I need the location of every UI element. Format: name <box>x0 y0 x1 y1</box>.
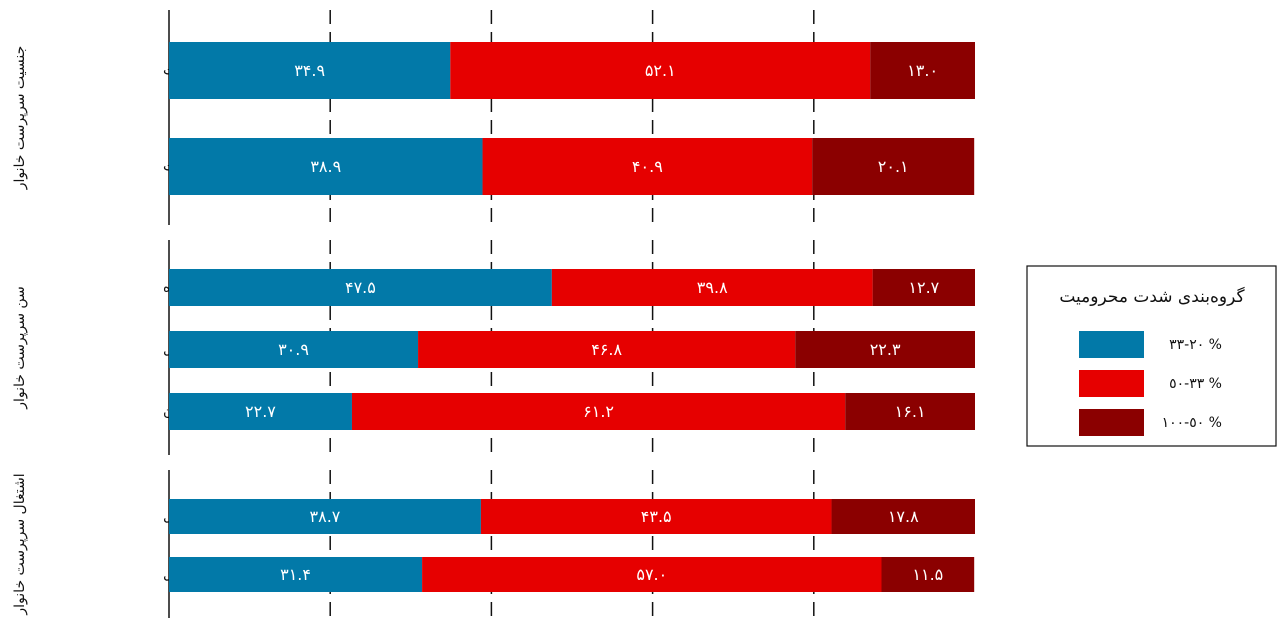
legend-frame <box>1026 265 1277 447</box>
group-label: جنسیت سرپرست خانوار <box>12 46 28 191</box>
legend-item: ٢٠-٣٣ % <box>1079 331 1222 358</box>
data-label: ۵٢.١ <box>645 61 676 80</box>
bar-row: شاغل٣١.۴۵٧.٠١١.۵ <box>163 557 975 592</box>
bar-segment <box>845 393 975 430</box>
data-label: ۶١.٢ <box>583 402 614 421</box>
data-label: ۵٧.٠ <box>636 565 667 584</box>
data-label: ٣١.۴ <box>280 565 311 584</box>
data-label: ١٣.٠ <box>907 61 938 80</box>
data-label: ٣٠.٩ <box>278 340 309 359</box>
bar-segment <box>870 42 975 99</box>
bar-row: سالخورده۴٧.۵٣٩.٨١٢.٧ <box>163 269 975 306</box>
legend-swatch <box>1079 331 1144 358</box>
bar-segment <box>169 138 483 195</box>
bar-segment <box>169 42 451 99</box>
data-label: ۴٧.۵ <box>345 278 376 297</box>
data-label: ١١.۵ <box>912 565 943 584</box>
legend-swatch <box>1079 409 1144 436</box>
data-label: ٢٢.٧ <box>245 402 276 421</box>
bar-row: زن‌سرپرست٣٨.٩۴٠.٩٢٠.١ <box>163 138 975 195</box>
bar-segment <box>169 331 419 368</box>
bar-segment <box>795 331 975 368</box>
legend-swatch <box>1079 370 1144 397</box>
legend-label: ٢٠-٣٣ % <box>1169 337 1222 353</box>
bar-segment <box>422 557 882 592</box>
legend-label: ٥٠-١٠٠ % <box>1162 415 1222 431</box>
data-label: ١۶.١ <box>895 402 926 421</box>
data-label: ۴۶.٨ <box>591 340 622 359</box>
legend-item: ٣٣-٥٠ % <box>1079 370 1222 397</box>
data-label: ١٢.٧ <box>908 278 939 297</box>
bar-segment <box>812 138 975 195</box>
data-label: ٣۴.٩ <box>294 61 325 80</box>
bar-segment <box>831 499 975 534</box>
bar-row: جوان٢٢.٧۶١.٢١۶.١ <box>163 393 975 430</box>
bar-segment <box>169 499 481 534</box>
bar-row: میانسال٣٠.٩۴۶.٨٢٢.٣ <box>163 331 975 368</box>
data-label: ۴٠.٩ <box>632 157 663 176</box>
data-label: ٣٨.٧ <box>310 507 341 526</box>
bar-segment <box>881 557 975 592</box>
bar-segment <box>169 393 352 430</box>
bar-segment <box>169 557 423 592</box>
legend-item: ٥٠-١٠٠ % <box>1079 409 1222 436</box>
bar-row: مردسرپرست٣۴.٩۵٢.١١٣.٠ <box>163 42 975 99</box>
legend: گروه‌بندی شدت محرومیت ٢٠-٣٣ % ٣٣-٥٠ % ٥٠-١٠… <box>1026 265 1277 447</box>
data-label: ٢٢.٣ <box>870 340 901 359</box>
legend-title: گروه‌بندی شدت محرومیت <box>1059 286 1245 307</box>
panel-3: اشتغال سرپرست خانوارفاقد شغل٣٨.٧۴٣.۵١٧.٨… <box>12 470 975 618</box>
data-label: ۴٣.۵ <box>641 507 672 526</box>
data-label: ٢٠.١ <box>878 157 909 176</box>
group-label: اشتغال سرپرست خانوار <box>12 473 28 615</box>
panel-1: جنسیت سرپرست خانوارمردسرپرست٣۴.٩۵٢.١١٣.٠… <box>12 10 975 225</box>
group-label: سن سرپرست خانوار <box>12 286 28 410</box>
bar-segment <box>482 138 813 195</box>
bar-segment <box>551 269 873 306</box>
panel-2: سن سرپرست خانوارسالخورده۴٧.۵٣٩.٨١٢.٧میان… <box>12 240 975 455</box>
bar-segment <box>480 499 832 534</box>
bar-segment <box>418 331 796 368</box>
legend-label: ٣٣-٥٠ % <box>1169 376 1222 392</box>
bar-row: فاقد شغل٣٨.٧۴٣.۵١٧.٨ <box>163 499 975 534</box>
bar-segment <box>169 269 552 306</box>
data-label: ١٧.٨ <box>888 507 919 526</box>
data-label: ٣٨.٩ <box>310 157 341 176</box>
bar-segment <box>872 269 975 306</box>
data-label: ٣٩.٨ <box>697 278 728 297</box>
bar-segment <box>450 42 871 99</box>
bar-segment <box>351 393 846 430</box>
